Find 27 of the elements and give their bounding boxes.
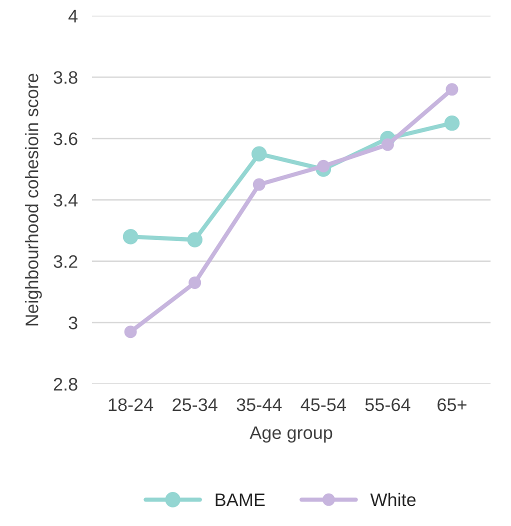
y-axis-title: Neighbourhood cohesioin score bbox=[25, 74, 42, 326]
x-tick-label: 25-34 bbox=[172, 398, 218, 412]
point bbox=[124, 326, 137, 338]
x-tick-label: 55-64 bbox=[365, 398, 410, 412]
point bbox=[444, 116, 460, 131]
x-tick-label: 65+ bbox=[438, 398, 466, 412]
point bbox=[252, 178, 266, 191]
y-tick-label: 3.8 bbox=[54, 71, 78, 84]
x-tick-label: 18-24 bbox=[108, 398, 154, 412]
legend-label: BAME bbox=[216, 494, 265, 506]
point bbox=[317, 160, 330, 172]
legend-label: White bbox=[370, 492, 416, 506]
y-tick-label: 3.4 bbox=[54, 194, 78, 207]
point bbox=[446, 83, 458, 96]
point bbox=[381, 138, 394, 151]
y-tick-label: 4 bbox=[68, 10, 78, 22]
x-axis-title: Age group bbox=[250, 426, 332, 443]
y-tick-label: 3.2 bbox=[54, 255, 78, 268]
point bbox=[187, 232, 202, 248]
y-tick-label: 3.6 bbox=[54, 132, 78, 146]
x-tick-label: 35-44 bbox=[236, 398, 282, 412]
y-tick-label: 3 bbox=[68, 316, 78, 330]
y-tick-label: 2.8 bbox=[54, 378, 78, 391]
point bbox=[122, 229, 138, 244]
point bbox=[188, 276, 202, 289]
x-tick-label: 45-54 bbox=[300, 398, 346, 412]
point bbox=[251, 146, 267, 162]
